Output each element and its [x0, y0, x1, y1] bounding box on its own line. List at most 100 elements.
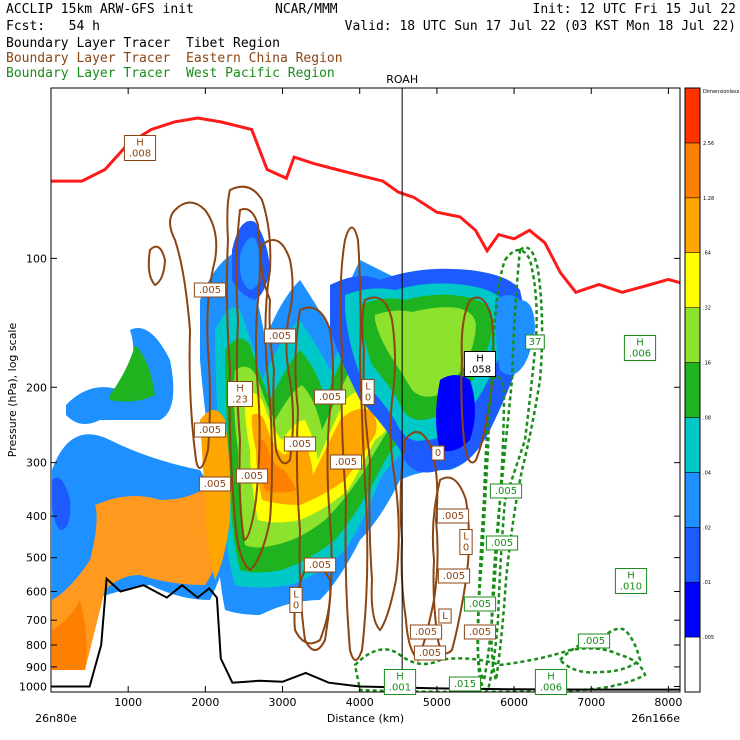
contour-label-line: .008	[129, 149, 151, 160]
init-time: Init: 12 UTC Fri 15 Jul 22	[532, 2, 737, 17]
contour-label-text: H .001	[389, 672, 411, 694]
contour-label: .005	[263, 328, 297, 344]
contour-label-box	[198, 476, 232, 492]
contour-label-box	[193, 282, 227, 298]
colorbar-swatch	[684, 87, 701, 144]
contour-label-line: .005	[491, 538, 513, 549]
colorbar-swatch	[684, 636, 701, 693]
shade-blue-west2	[52, 477, 71, 530]
colorbar-level: .16	[703, 361, 711, 367]
colorbar-level: .64	[703, 251, 711, 257]
contour-label-line: .005	[319, 392, 341, 403]
contour-label-line: .23	[232, 395, 248, 406]
colorbar-level: .02	[703, 525, 711, 531]
contour-label: H .006	[623, 335, 657, 361]
contour-label-text: 37	[529, 337, 542, 348]
contour-label-line: .010	[620, 582, 642, 593]
colorbar-swatch	[684, 472, 701, 528]
contour-label-box	[313, 389, 347, 405]
colorbar-swatch	[684, 527, 701, 583]
contour-label-text: H .006	[540, 672, 562, 694]
contour-label-line: H	[236, 384, 244, 395]
contour-label-line: .005	[469, 627, 491, 638]
contour-label-box	[431, 445, 445, 461]
contour-label-text: .005	[419, 648, 441, 659]
colorbar-level: .32	[703, 306, 711, 312]
colorbar-swatch	[684, 252, 701, 308]
x-tick-label: 6000	[500, 696, 528, 709]
shade-lightgreen-east	[375, 307, 476, 397]
contour-label: H .010	[614, 568, 648, 594]
y-tick-label: 200	[26, 381, 47, 394]
contour-label-box	[227, 381, 253, 407]
contour-label-line: .005	[289, 439, 311, 450]
y-tick-label: 300	[26, 457, 47, 470]
shade-blue-top	[240, 237, 262, 290]
x-tick-label: 2000	[191, 696, 219, 709]
colorbar-level: .04	[703, 470, 711, 476]
contour-label-line: 0	[293, 601, 299, 612]
shade-orange-deep	[52, 600, 87, 670]
contour-label-line: .005	[199, 285, 221, 296]
x-tick-label: 7000	[577, 696, 605, 709]
contour-label-text: .005	[269, 331, 291, 342]
model-title: ACCLIP 15km ARW-GFS init	[6, 2, 194, 17]
colorbar-swatch	[684, 142, 701, 199]
contour-label-line: .005	[469, 599, 491, 610]
contour-label-text: .005	[241, 471, 263, 482]
colorbar-level: .08	[703, 415, 711, 421]
contour-label-box	[459, 529, 473, 555]
contour-label-line: .005	[204, 479, 226, 490]
contour-brown-5	[294, 306, 334, 651]
contour-label-text: .005	[289, 439, 311, 450]
contour-label-text: H .23	[232, 384, 248, 406]
contour-label-box	[263, 328, 297, 344]
contour-label-line: L	[463, 532, 469, 543]
contour-label: .005	[413, 645, 447, 661]
contour-label: .005	[463, 624, 497, 640]
x-tick-label: 8000	[654, 696, 682, 709]
contour-label-line: .005	[241, 471, 263, 482]
colorbar-swatch	[684, 362, 701, 418]
legend-eastern-china: Boundary Layer Tracer Eastern China Regi…	[6, 51, 343, 66]
colorbar-swatch	[684, 581, 701, 638]
y-tick-label: 100	[26, 252, 47, 265]
colorbar-level: 2.56	[703, 141, 714, 147]
contour-brown-11	[147, 245, 167, 287]
contour-label-text: H .008	[129, 138, 151, 160]
contour-label: H .008	[123, 135, 157, 161]
left-endpoint-label: 26n80e	[35, 712, 77, 725]
contour-label-box	[235, 468, 269, 484]
contour-label-text: .005	[204, 479, 226, 490]
colorbar-level: .01	[703, 580, 711, 586]
contour-label-box	[489, 483, 523, 499]
contour-brown-9	[431, 476, 470, 655]
x-tick-label: 1000	[114, 696, 142, 709]
contour-label-text: .005	[415, 627, 437, 638]
contour-label-line: H	[396, 672, 404, 683]
colorbar-level: .005	[703, 635, 714, 641]
contour-label-box	[361, 379, 375, 405]
contour-label: H .23	[227, 381, 253, 407]
x-axis-label: Distance (km)	[327, 712, 404, 725]
contour-label-line: .005	[495, 486, 517, 497]
contour-label-line: H	[547, 672, 555, 683]
contour-label-line: .006	[629, 349, 651, 360]
shade-orange-lowwest	[52, 485, 225, 670]
contour-brown-10	[460, 296, 495, 464]
contour-label-text: 0	[435, 448, 441, 459]
x-tick-label: 3000	[269, 696, 297, 709]
contour-label-box	[303, 557, 337, 573]
contour-label-line: L	[365, 382, 371, 393]
contour-label: .005	[485, 535, 519, 551]
contour-label-box	[437, 568, 471, 584]
y-axis-label: Pressure (hPa), log scale	[6, 323, 19, 458]
contour-label-box	[623, 335, 657, 361]
shade-green-west	[110, 345, 155, 402]
contour-label: H .001	[383, 669, 417, 695]
plot-axes: 1000 2000 3000 4000 5000 6000 7000 800010020030…	[6, 87, 682, 725]
